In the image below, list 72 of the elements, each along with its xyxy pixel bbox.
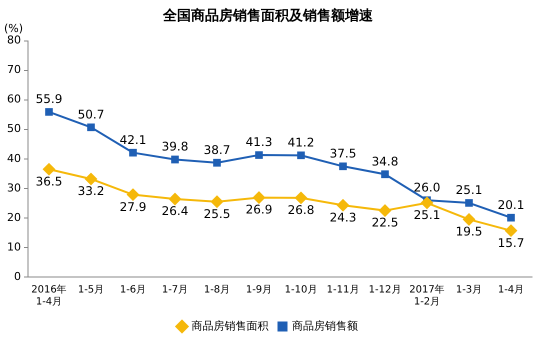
data-label: 26.8 xyxy=(288,203,314,217)
point xyxy=(169,193,181,206)
data-label: 33.2 xyxy=(78,184,104,198)
data-label: 20.1 xyxy=(498,198,524,212)
point xyxy=(211,196,223,208)
x-tick-label: 1-6月 xyxy=(120,284,146,296)
x-tick-label: 2017年 1-2月 xyxy=(409,284,445,308)
x-tick-label: 1-10月 xyxy=(284,284,318,296)
x-tick-label: 1-9月 xyxy=(246,284,272,296)
y-tick-label: 40 xyxy=(6,152,21,165)
data-label: 50.7 xyxy=(78,107,104,122)
point xyxy=(295,192,307,204)
point xyxy=(213,158,221,167)
legend-label: 商品房销售面积 xyxy=(192,319,268,332)
point xyxy=(505,224,517,237)
point xyxy=(85,172,97,185)
y-tick-label: 20 xyxy=(6,210,21,224)
data-label: 36.5 xyxy=(36,174,62,188)
x-tick-label: 1-8月 xyxy=(204,284,230,296)
point xyxy=(381,170,389,178)
y-tick-label: 60 xyxy=(6,92,21,106)
chart-title: 全国商品房销售面积及销售额增速 xyxy=(162,7,374,24)
data-label: 38.7 xyxy=(204,142,230,157)
data-label: 24.3 xyxy=(330,210,356,224)
x-tick-label: 1-5月 xyxy=(78,284,104,296)
data-label: 26.4 xyxy=(162,204,188,218)
point xyxy=(171,156,179,164)
point xyxy=(465,199,473,207)
point xyxy=(255,151,263,159)
point xyxy=(463,213,475,226)
point xyxy=(127,188,139,201)
data-label: 25.5 xyxy=(204,206,230,221)
x-tick-label: 1-11月 xyxy=(326,284,360,296)
data-label: 27.9 xyxy=(120,200,146,214)
point xyxy=(87,123,95,132)
data-label: 55.9 xyxy=(36,92,62,106)
point xyxy=(297,152,305,160)
data-label: 19.5 xyxy=(456,224,482,239)
legend-label: 商品房销售额 xyxy=(292,319,358,332)
data-label: 39.8 xyxy=(162,140,188,154)
x-tick-label: 1-4月 xyxy=(498,284,524,296)
x-tick-label: 2016年 1-4月 xyxy=(31,284,67,308)
data-label: 25.1 xyxy=(414,208,440,222)
point xyxy=(339,162,347,170)
data-label: 37.5 xyxy=(330,146,356,160)
data-label: 42.1 xyxy=(120,132,146,147)
y-tick-label: 80 xyxy=(6,34,21,47)
data-label: 15.7 xyxy=(498,236,524,250)
point xyxy=(507,214,515,222)
point xyxy=(421,196,433,209)
y-tick-label: 10 xyxy=(6,240,21,254)
x-tick-label: 1-3月 xyxy=(456,284,482,296)
point xyxy=(379,204,391,217)
x-tick-label: 1-7月 xyxy=(162,284,188,296)
y-axis-title: (%) xyxy=(4,22,24,36)
data-label: 26.9 xyxy=(246,202,272,217)
data-label: 22.5 xyxy=(372,216,398,230)
point xyxy=(337,199,349,212)
y-tick-label: 30 xyxy=(6,181,21,194)
y-tick-label: 0 xyxy=(14,270,21,283)
point xyxy=(42,163,55,176)
data-label: 26.0 xyxy=(414,180,440,194)
x-tick-label: 1-12月 xyxy=(368,284,402,296)
data-label: 41.2 xyxy=(288,135,314,150)
point xyxy=(45,108,53,116)
y-tick-label: 70 xyxy=(6,63,21,76)
y-tick-label: 50 xyxy=(6,122,21,136)
data-label: 25.1 xyxy=(456,183,482,198)
data-label: 34.8 xyxy=(372,154,398,168)
data-label: 41.3 xyxy=(246,135,272,150)
point xyxy=(129,148,137,157)
point xyxy=(253,192,265,204)
